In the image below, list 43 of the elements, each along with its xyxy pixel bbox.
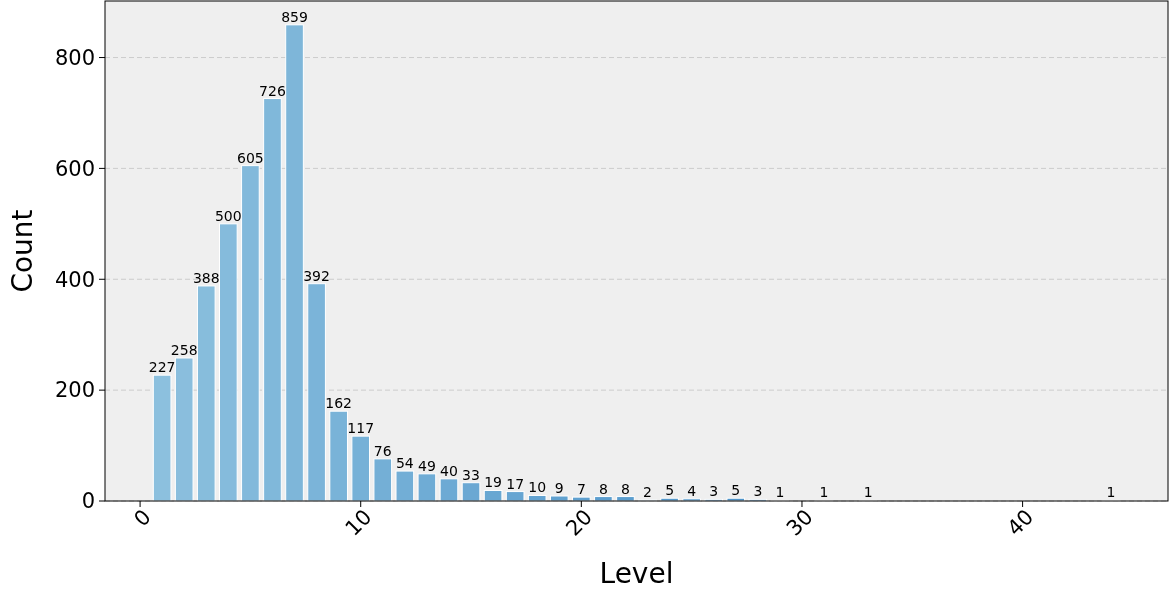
y-tick-label: 200 — [54, 378, 95, 403]
data-label: 1 — [775, 484, 785, 501]
y-tick-label: 800 — [54, 45, 95, 70]
data-label: 54 — [395, 455, 414, 472]
data-label: 117 — [347, 420, 375, 437]
data-label: 227 — [148, 359, 176, 376]
data-label: 76 — [373, 442, 392, 459]
data-label: 162 — [325, 395, 353, 412]
data-label: 392 — [303, 267, 330, 284]
data-label: 10 — [528, 479, 547, 496]
data-label: 1 — [863, 484, 873, 501]
data-label: 726 — [259, 82, 286, 99]
data-label: 1 — [819, 484, 829, 501]
x-tick-label: 0 — [129, 504, 156, 532]
data-label: 40 — [440, 462, 458, 479]
data-label: 33 — [462, 466, 480, 483]
y-tick-label: 600 — [54, 156, 95, 181]
data-label: 859 — [281, 8, 308, 25]
data-label: 388 — [192, 269, 220, 286]
data-label: 9 — [554, 480, 564, 497]
data-label: 258 — [170, 341, 198, 358]
x-axis-title: Level — [599, 557, 674, 590]
data-label: 500 — [214, 207, 242, 224]
data-label: 3 — [753, 483, 763, 500]
y-tick-label: 400 — [54, 267, 95, 292]
data-label: 605 — [237, 149, 264, 166]
data-label: 3 — [709, 483, 719, 500]
data-label: 5 — [731, 482, 741, 499]
x-tick-label: 10 — [340, 504, 377, 541]
data-label: 2 — [643, 483, 652, 500]
data-label: 8 — [621, 480, 630, 497]
y-axis-title: Count — [6, 209, 39, 293]
data-label: 8 — [598, 480, 608, 497]
data-label: 5 — [665, 482, 675, 499]
data-label: 1 — [1106, 484, 1116, 501]
data-label: 19 — [484, 474, 502, 491]
data-label: 4 — [687, 482, 697, 499]
x-tick-label: 20 — [561, 504, 598, 541]
data-label: 17 — [506, 475, 525, 492]
data-label: 7 — [576, 481, 586, 498]
x-tick-label: 40 — [1002, 504, 1039, 541]
x-tick-label: 30 — [781, 504, 818, 541]
data-label: 49 — [417, 457, 436, 474]
